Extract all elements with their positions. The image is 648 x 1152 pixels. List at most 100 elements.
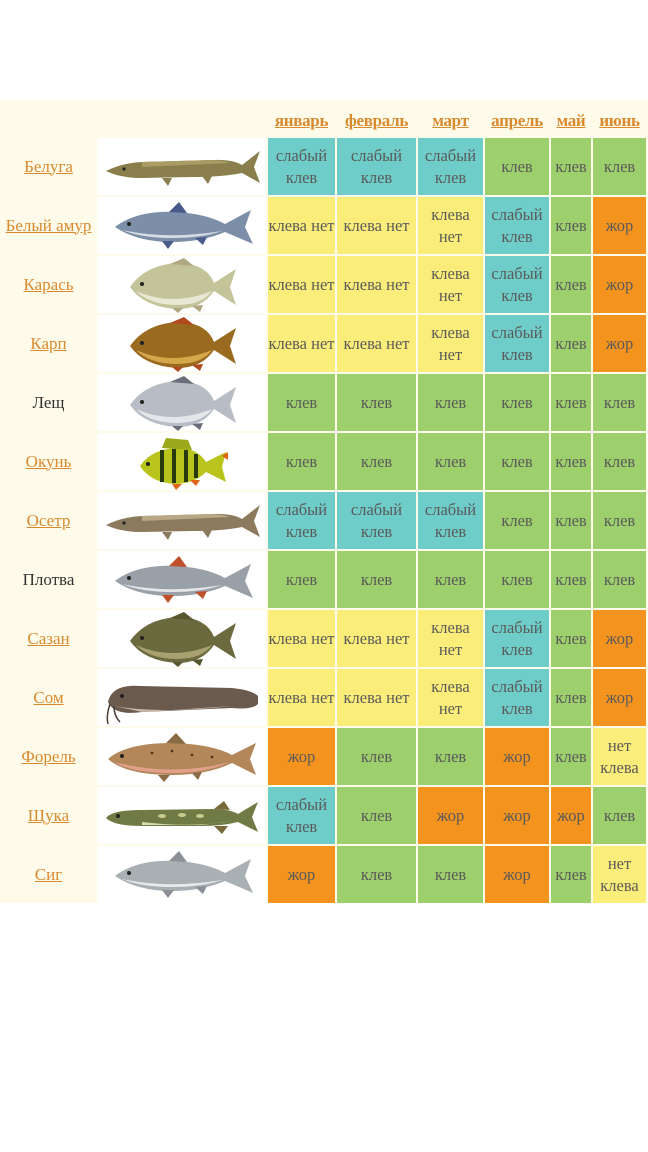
fishing-calendar-table: январь февраль март апрель май июнь Белу…	[0, 104, 648, 905]
bite-status-cell: клев	[418, 374, 483, 431]
catfish-icon	[97, 669, 266, 726]
bite-status-cell: жор	[268, 846, 335, 903]
bite-status-cell: клев	[337, 374, 416, 431]
bite-status-cell: слабый клев	[268, 787, 335, 844]
bream-icon	[97, 374, 266, 431]
fish-name-link[interactable]: Форель	[21, 746, 76, 766]
bite-status-cell: клев	[551, 374, 591, 431]
fish-name-link[interactable]: Сазан	[27, 628, 70, 648]
fish-name-cell: Сом	[2, 669, 95, 726]
month-header-link[interactable]: июнь	[599, 111, 640, 130]
perch-icon	[97, 433, 266, 490]
fish-row: Окунь клев клев клев клев клев клев	[2, 433, 646, 490]
bite-status-cell: жор	[485, 846, 549, 903]
crucian-carp-icon	[97, 256, 266, 313]
fish-row: Белый амур клева нет клева нет клева нет сла…	[2, 197, 646, 254]
bite-status-cell: жор	[485, 728, 549, 785]
bite-status-cell: клев	[337, 433, 416, 490]
bite-status-cell: клев	[551, 197, 591, 254]
fish-row: Карась клева нет клева нет клева нет слабый …	[2, 256, 646, 313]
fish-row: Лещ клев клев клев клев клев клев	[2, 374, 646, 431]
bite-status-cell: клев	[418, 728, 483, 785]
fish-name-cell: Карп	[2, 315, 95, 372]
bite-status-cell: нет клева	[593, 728, 646, 785]
bite-status-cell: жор	[593, 315, 646, 372]
bite-status-cell: слабый клев	[485, 256, 549, 313]
bite-status-cell: клев	[418, 846, 483, 903]
bite-status-cell: клева нет	[337, 610, 416, 667]
bite-status-cell: слабый клев	[418, 138, 483, 195]
bite-status-cell: клев	[485, 374, 549, 431]
wild-carp-icon	[97, 610, 266, 667]
fish-name-cell: Сиг	[2, 846, 95, 903]
fish-name-cell: Форель	[2, 728, 95, 785]
fish-name-link[interactable]: Карп	[30, 333, 67, 353]
bite-status-cell: клева нет	[337, 315, 416, 372]
fish-name-cell: Сазан	[2, 610, 95, 667]
bite-status-cell: клев	[551, 728, 591, 785]
fish-name-link[interactable]: Осетр	[26, 510, 71, 530]
fish-name-cell: Карась	[2, 256, 95, 313]
bite-status-cell: жор	[551, 787, 591, 844]
month-header-link[interactable]: январь	[274, 111, 329, 130]
fish-row: Сом клева нет клева нет клева нет слабый кле…	[2, 669, 646, 726]
sturgeon-icon	[97, 492, 266, 549]
bite-status-cell: слабый клев	[485, 315, 549, 372]
bite-status-cell: клева нет	[268, 610, 335, 667]
month-header-link[interactable]: апрель	[491, 111, 543, 130]
fish-name-cell: Окунь	[2, 433, 95, 490]
bite-status-cell: клев	[551, 138, 591, 195]
bite-status-cell: клев	[485, 138, 549, 195]
fish-name-label: Плотва	[22, 569, 75, 589]
trout-icon	[97, 728, 266, 785]
bite-status-cell: клев	[485, 433, 549, 490]
pike-icon	[97, 787, 266, 844]
fish-name-link[interactable]: Карась	[23, 274, 74, 294]
bite-status-cell: слабый клев	[268, 492, 335, 549]
roach-icon	[97, 551, 266, 608]
bite-status-cell: слабый клев	[337, 138, 416, 195]
bite-status-cell: клева нет	[268, 197, 335, 254]
bite-status-cell: клев	[551, 610, 591, 667]
bite-status-cell: клев	[268, 374, 335, 431]
grass-carp-icon	[97, 197, 266, 254]
header-spacer	[2, 106, 95, 136]
month-header-link[interactable]: май	[556, 111, 586, 130]
bite-status-cell: клев	[551, 669, 591, 726]
month-header-link[interactable]: март	[432, 111, 469, 130]
bite-status-cell: слабый клев	[268, 138, 335, 195]
fish-name-cell: Осетр	[2, 492, 95, 549]
bite-status-cell: клев	[593, 138, 646, 195]
bite-status-cell: жор	[593, 197, 646, 254]
bite-status-cell: клев	[485, 551, 549, 608]
bite-status-cell: клев	[551, 846, 591, 903]
month-header-link[interactable]: февраль	[344, 111, 409, 130]
bite-status-cell: жор	[593, 610, 646, 667]
bite-status-cell: клев	[418, 433, 483, 490]
beluga-fish-icon	[97, 138, 266, 195]
fish-row: Сазан клева нет клева нет клева нет слабый к…	[2, 610, 646, 667]
month-header-row: январь февраль март апрель май июнь	[2, 106, 646, 136]
fish-name-link[interactable]: Сиг	[34, 864, 63, 884]
fish-name-link[interactable]: Белый амур	[5, 215, 92, 235]
fish-name-link[interactable]: Сом	[33, 687, 64, 707]
fish-name-link[interactable]: Окунь	[25, 451, 72, 471]
fish-row: Щука слабый клев клев жор жор жор клев	[2, 787, 646, 844]
fish-name-cell: Плотва	[2, 551, 95, 608]
bite-status-cell: слабый клев	[485, 669, 549, 726]
fish-name-label: Лещ	[32, 392, 65, 412]
bite-status-cell: слабый клев	[485, 610, 549, 667]
fish-name-link[interactable]: Белуга	[24, 156, 73, 176]
bite-status-cell: клева нет	[337, 197, 416, 254]
fish-row: Карп клева нет клева нет клева нет слабый кл…	[2, 315, 646, 372]
fish-name-cell: Щука	[2, 787, 95, 844]
bite-status-cell: клев	[337, 787, 416, 844]
bite-status-cell: слабый клев	[485, 197, 549, 254]
bite-status-cell: клев	[593, 492, 646, 549]
bite-status-cell: клев	[268, 433, 335, 490]
fish-name-link[interactable]: Щука	[27, 805, 70, 825]
bite-status-cell: жор	[418, 787, 483, 844]
bite-status-cell: клев	[593, 433, 646, 490]
bite-status-cell: клев	[551, 492, 591, 549]
bite-status-cell: клев	[418, 551, 483, 608]
